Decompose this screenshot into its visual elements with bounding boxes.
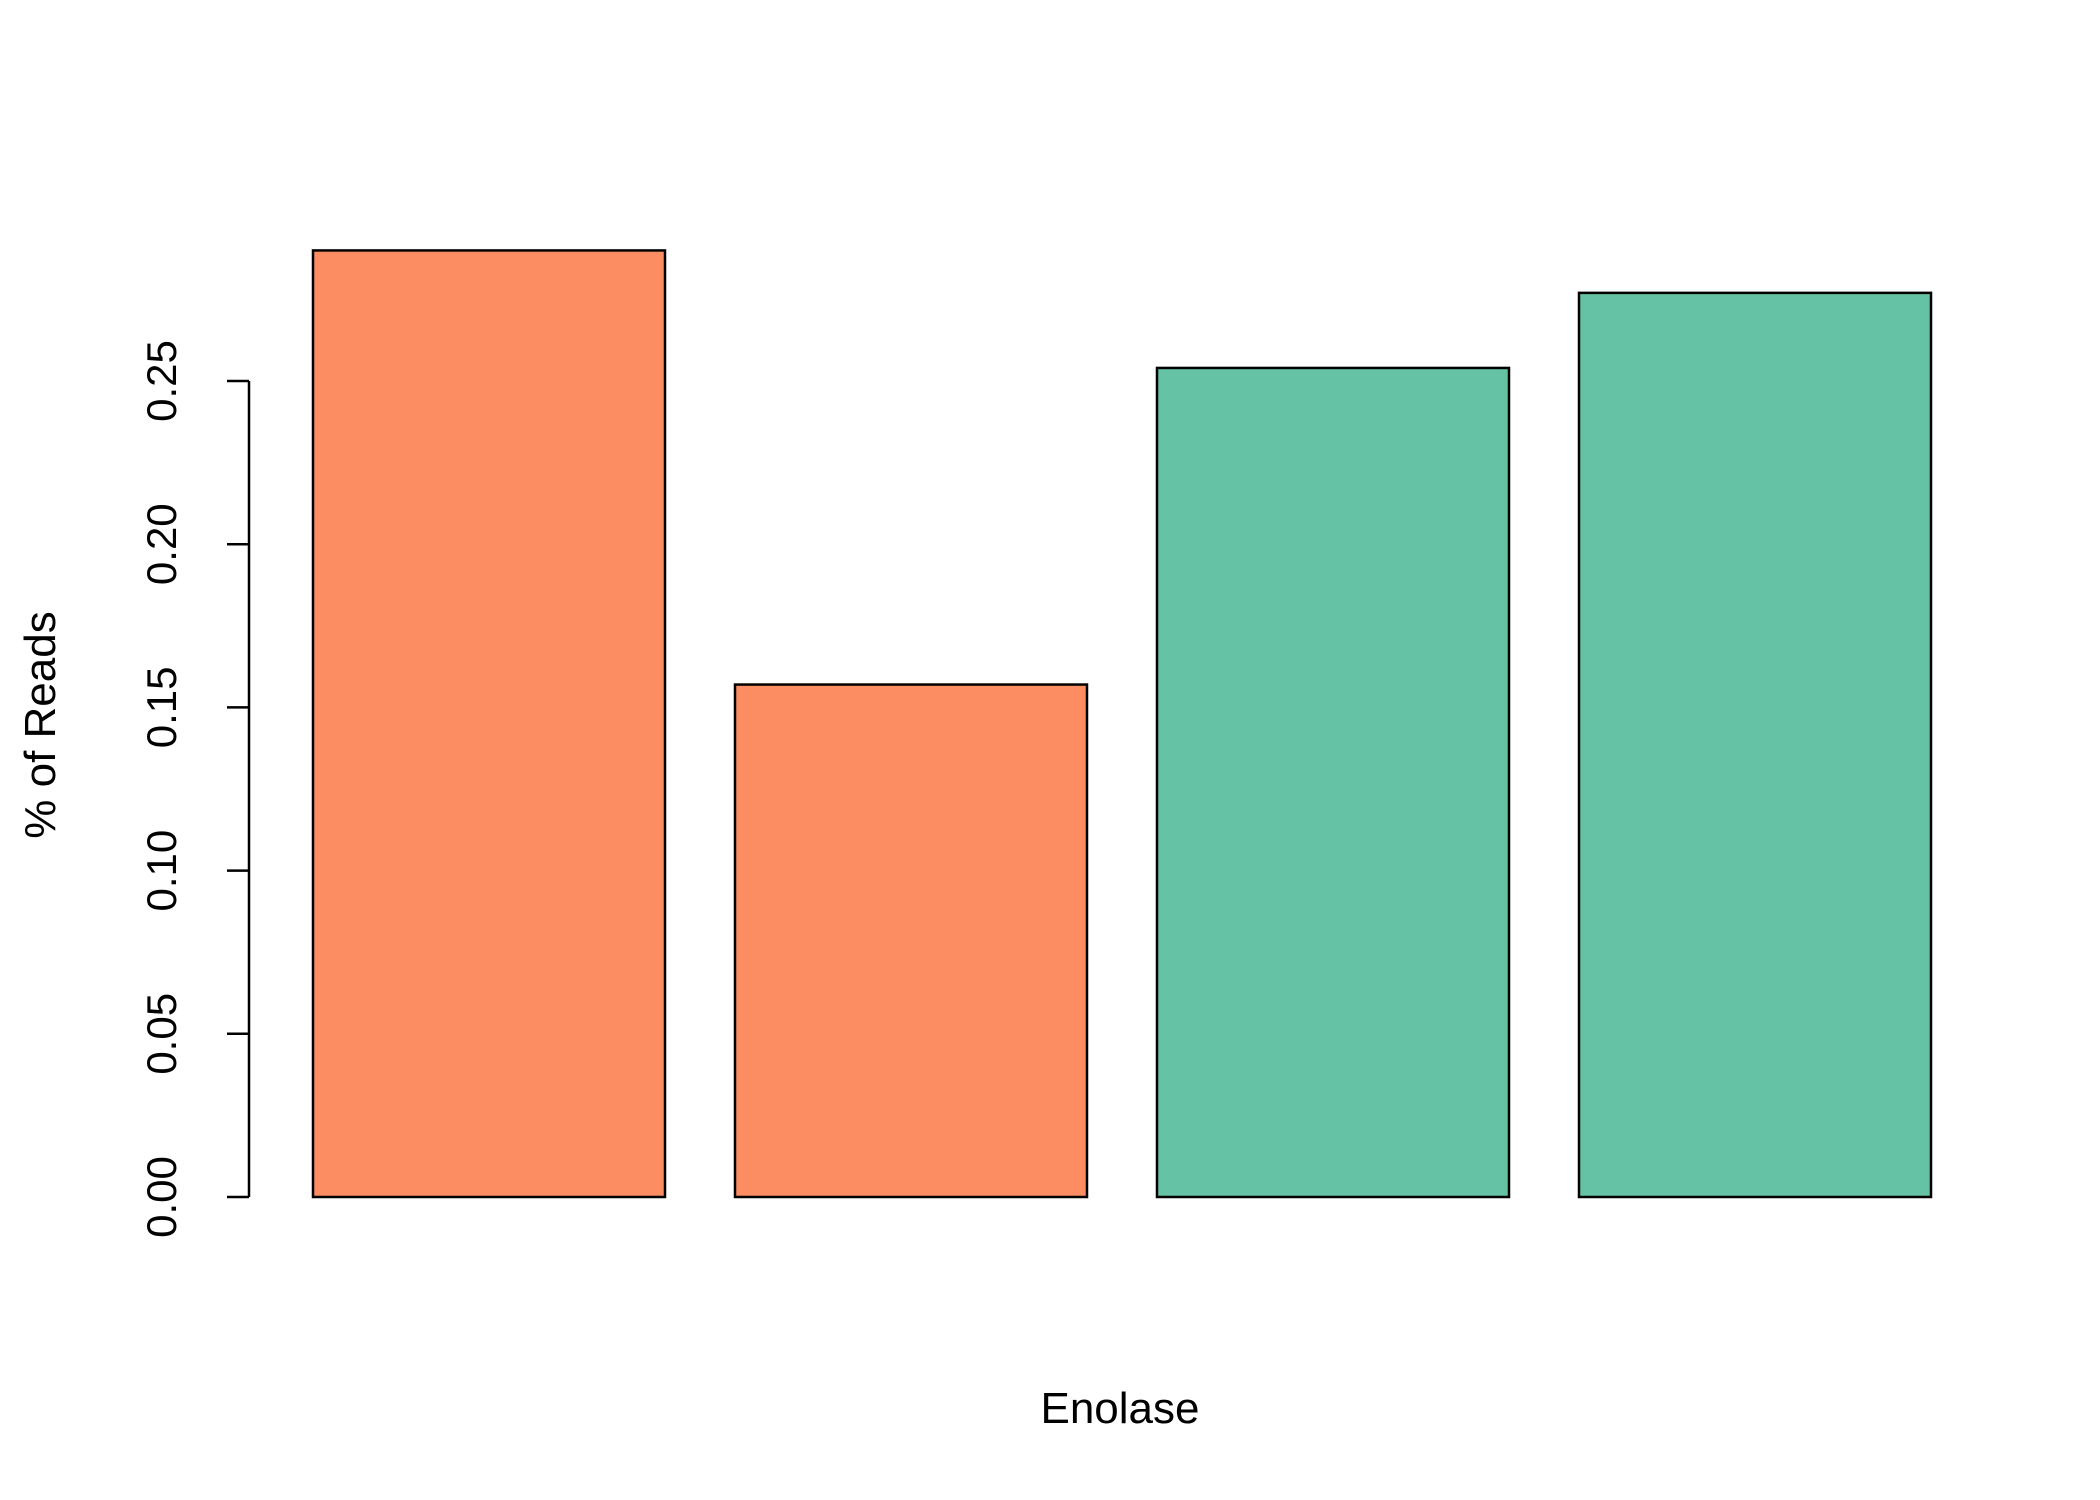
y-axis: 0.00 0.05 0.10 0.15 0.20 0.25 (138, 340, 251, 1238)
x-axis-label: Enolase (1040, 1384, 1199, 1433)
y-ticks: 0.00 0.05 0.10 0.15 0.20 0.25 (138, 340, 249, 1238)
bar-4 (1577, 291, 1933, 1199)
y-tick-label-0: 0.00 (138, 1156, 185, 1238)
y-axis-label: % of Reads (16, 611, 65, 838)
y-tick-label-2: 0.10 (138, 830, 185, 912)
bar-1 (311, 249, 667, 1199)
bars-group (311, 249, 1933, 1199)
y-tick-label-3: 0.15 (138, 667, 185, 749)
bar-2 (733, 683, 1089, 1199)
bar-3 (1155, 366, 1511, 1199)
y-tick-label-5: 0.25 (138, 340, 185, 422)
y-tick-label-4: 0.20 (138, 503, 185, 585)
y-tick-label-1: 0.05 (138, 993, 185, 1075)
